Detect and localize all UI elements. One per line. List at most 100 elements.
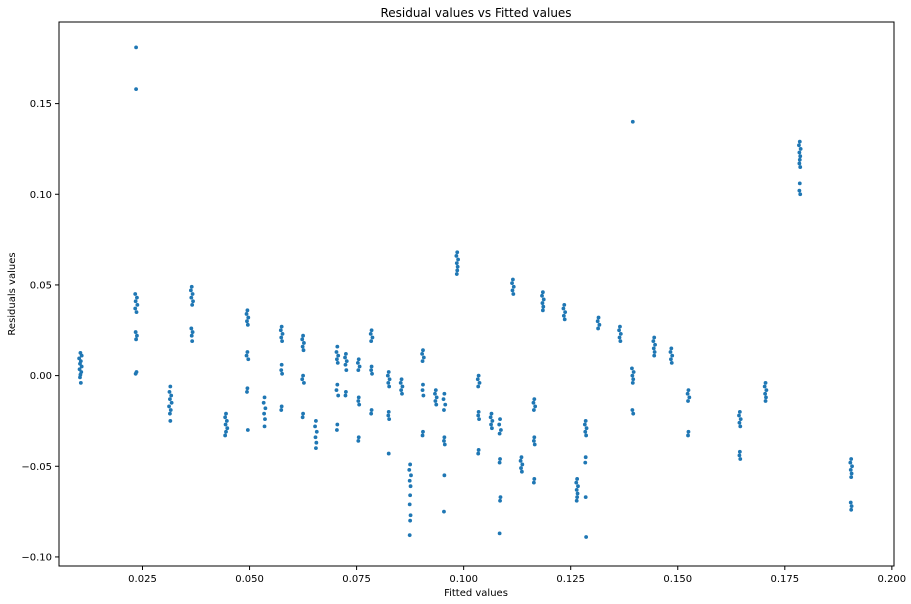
data-point — [653, 342, 657, 347]
data-point — [334, 350, 339, 354]
data-point — [335, 422, 340, 427]
data-point — [540, 293, 544, 298]
data-point — [583, 495, 588, 499]
data-point — [454, 261, 459, 266]
data-point — [532, 397, 537, 402]
data-point — [245, 322, 250, 327]
data-point — [167, 390, 172, 394]
data-point — [355, 361, 360, 365]
data-point — [407, 502, 412, 507]
data-point — [498, 495, 503, 499]
data-point — [190, 302, 195, 307]
data-point — [245, 319, 249, 324]
y-axis-title: Residuals values — [7, 252, 18, 335]
data-point — [497, 531, 502, 536]
data-point — [454, 254, 459, 258]
data-point — [737, 409, 742, 414]
data-point — [189, 295, 194, 300]
data-point — [134, 337, 138, 342]
data-point — [596, 315, 601, 320]
data-point — [278, 328, 283, 333]
data-point — [490, 426, 494, 431]
data-point — [223, 415, 228, 420]
data-point — [540, 308, 545, 313]
data-point — [797, 143, 801, 148]
y-tick-label: 0.05 — [30, 280, 52, 291]
data-point — [532, 435, 537, 440]
data-point — [618, 324, 622, 329]
data-point — [314, 429, 319, 434]
data-point — [455, 268, 460, 273]
data-point — [188, 288, 193, 293]
data-point — [476, 373, 481, 378]
data-point — [476, 448, 481, 452]
data-point — [168, 397, 172, 402]
y-tick-label: 0.00 — [30, 371, 52, 382]
data-point — [738, 424, 743, 429]
data-point — [686, 429, 691, 434]
data-point — [399, 377, 404, 382]
data-point — [595, 319, 600, 324]
data-point — [335, 357, 339, 362]
data-point — [797, 181, 802, 186]
data-point — [798, 165, 803, 169]
data-point — [408, 493, 413, 498]
data-point — [488, 415, 493, 420]
data-point — [433, 391, 437, 396]
data-point — [336, 353, 341, 358]
data-point — [335, 344, 340, 349]
data-point — [344, 351, 348, 356]
data-point — [442, 442, 447, 447]
data-point — [498, 498, 502, 503]
data-point — [584, 433, 589, 438]
data-point — [314, 419, 318, 423]
data-point — [477, 380, 482, 385]
x-axis-title: Fitted values — [444, 588, 508, 599]
data-point — [575, 495, 580, 499]
data-point — [408, 484, 413, 489]
data-point — [168, 419, 173, 423]
data-point — [77, 367, 82, 372]
x-tick-label: 0.075 — [342, 574, 371, 585]
data-point — [433, 399, 438, 403]
x-tick-label: 0.100 — [449, 574, 478, 585]
data-point — [135, 295, 139, 300]
data-point — [369, 408, 374, 412]
data-point — [531, 408, 536, 412]
data-point — [583, 460, 588, 465]
data-point — [561, 306, 566, 311]
data-point — [262, 395, 267, 400]
data-point — [686, 388, 691, 393]
data-point — [541, 304, 546, 309]
data-point — [476, 451, 481, 456]
data-point — [314, 440, 319, 445]
data-point — [344, 359, 349, 363]
data-point — [134, 45, 138, 50]
data-point — [356, 399, 361, 403]
data-point — [420, 433, 425, 438]
data-point — [168, 408, 173, 412]
chart-title: Residual values vs Fitted values — [380, 6, 571, 20]
data-point — [584, 426, 589, 431]
data-point — [224, 429, 228, 434]
data-point — [244, 353, 249, 358]
data-point — [408, 518, 413, 523]
data-point — [369, 364, 374, 369]
data-point — [343, 355, 347, 360]
data-point — [849, 504, 854, 509]
data-point — [498, 457, 502, 461]
data-point — [280, 331, 285, 336]
data-point — [764, 395, 768, 400]
data-point — [850, 464, 854, 469]
data-point — [583, 455, 588, 460]
data-point — [497, 460, 502, 465]
data-point — [133, 371, 138, 376]
data-point — [408, 513, 413, 518]
data-point — [434, 402, 439, 407]
data-point — [763, 399, 768, 403]
data-point — [630, 380, 635, 385]
data-point — [368, 331, 373, 336]
plot-frame — [58, 21, 895, 567]
data-point — [280, 339, 284, 344]
data-point — [687, 395, 692, 400]
